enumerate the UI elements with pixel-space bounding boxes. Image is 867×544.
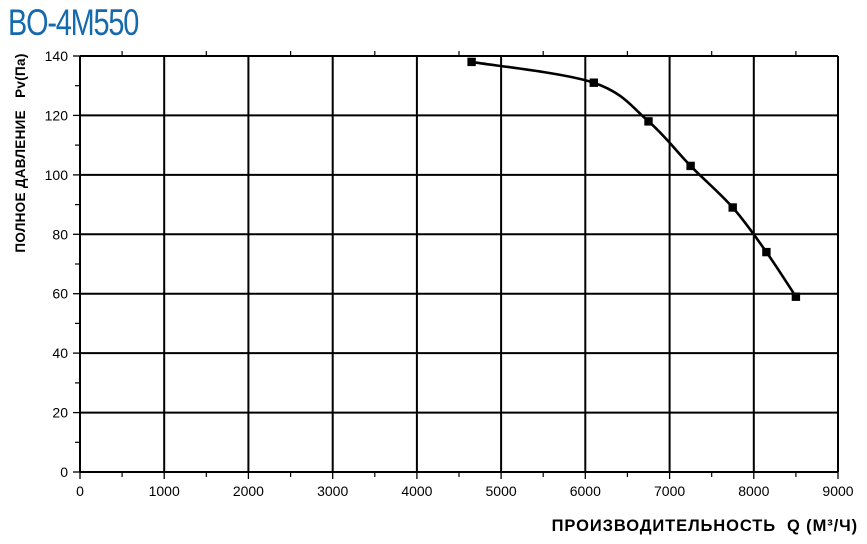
svg-text:80: 80: [52, 226, 68, 242]
svg-text:1000: 1000: [149, 483, 180, 499]
svg-text:4000: 4000: [401, 483, 432, 499]
svg-text:7000: 7000: [654, 483, 685, 499]
svg-text:60: 60: [52, 286, 68, 302]
svg-text:ПОЛНОЕ ДАВЛЕНИЕ Pv(Па): ПОЛНОЕ ДАВЛЕНИЕ Pv(Па): [13, 53, 28, 252]
svg-text:6000: 6000: [570, 483, 601, 499]
svg-text:120: 120: [45, 107, 69, 123]
svg-text:2000: 2000: [233, 483, 264, 499]
svg-text:0: 0: [60, 464, 68, 480]
svg-text:20: 20: [52, 405, 68, 421]
svg-text:140: 140: [45, 48, 69, 64]
svg-text:40: 40: [52, 345, 68, 361]
svg-text:100: 100: [45, 167, 69, 183]
svg-text:8000: 8000: [738, 483, 769, 499]
svg-text:5000: 5000: [486, 483, 517, 499]
svg-text:3000: 3000: [317, 483, 348, 499]
svg-text:0: 0: [76, 483, 84, 499]
svg-text:9000: 9000: [822, 483, 853, 499]
